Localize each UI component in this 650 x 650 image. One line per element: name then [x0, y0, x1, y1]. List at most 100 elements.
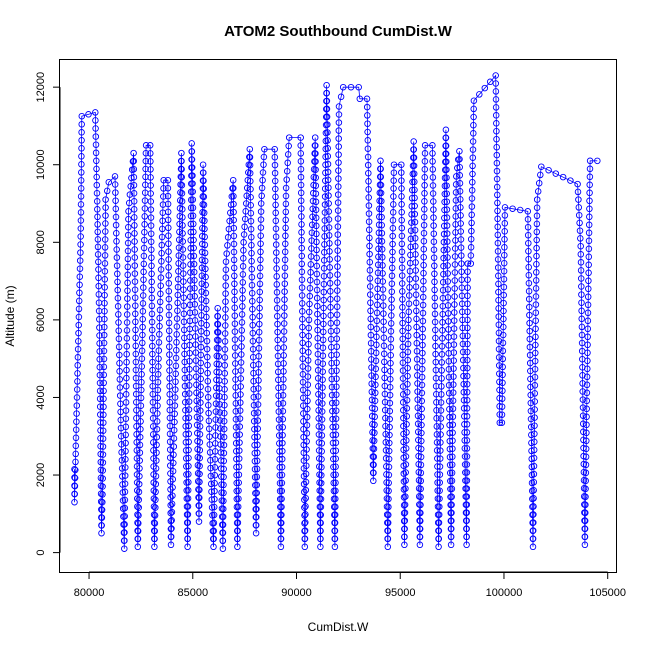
data-point — [412, 267, 419, 274]
data-point — [140, 252, 148, 260]
data-point — [366, 258, 374, 266]
data-point — [124, 247, 132, 255]
data-point — [531, 422, 538, 429]
data-point — [304, 373, 312, 380]
data-point — [526, 303, 533, 311]
data-point — [132, 390, 140, 398]
data-point — [307, 276, 314, 284]
data-point — [147, 158, 154, 165]
data-point — [528, 431, 535, 439]
data-point — [456, 180, 464, 187]
data-point — [159, 201, 167, 208]
data-point — [370, 469, 377, 477]
data-point — [221, 386, 228, 393]
data-point — [414, 412, 422, 420]
data-point — [463, 461, 471, 468]
data-point — [524, 208, 532, 215]
data-point — [204, 385, 212, 393]
data-point — [75, 337, 82, 345]
data-point — [332, 431, 340, 438]
data-point — [415, 436, 422, 444]
data-point — [152, 465, 160, 472]
data-point — [492, 88, 500, 95]
data-point — [200, 209, 208, 217]
data-point — [576, 227, 584, 234]
data-point — [457, 236, 465, 243]
data-point — [577, 275, 585, 282]
data-point — [378, 229, 386, 237]
data-point — [451, 309, 458, 316]
data-point — [301, 496, 308, 504]
data-point — [230, 216, 237, 224]
data-point — [238, 335, 245, 342]
data-point — [279, 400, 287, 407]
data-point — [198, 296, 205, 303]
data-point — [285, 134, 293, 141]
data-point — [97, 419, 104, 426]
data-point — [280, 352, 287, 359]
data-point — [178, 181, 186, 189]
data-point — [275, 408, 283, 415]
data-point — [220, 465, 227, 473]
data-point — [531, 438, 538, 446]
data-point — [495, 280, 502, 288]
data-point — [73, 418, 80, 425]
data-point — [460, 388, 468, 396]
data-point — [464, 364, 471, 372]
data-point — [197, 407, 204, 414]
data-point — [372, 357, 380, 365]
data-point — [470, 113, 477, 121]
data-point — [499, 387, 506, 395]
data-point — [257, 224, 265, 231]
data-point — [179, 222, 186, 229]
data-point — [139, 308, 147, 315]
data-point — [178, 198, 186, 205]
data-point — [493, 143, 500, 151]
data-point — [333, 303, 341, 310]
data-point — [191, 317, 199, 324]
data-point — [414, 404, 422, 411]
data-point — [75, 329, 82, 337]
data-point — [154, 386, 162, 394]
data-point — [312, 166, 319, 173]
data-point — [299, 339, 306, 347]
data-point — [182, 439, 190, 446]
data-point — [492, 112, 500, 119]
data-point — [443, 206, 451, 213]
data-point — [215, 345, 222, 352]
data-point — [584, 301, 592, 309]
data-point — [281, 248, 289, 256]
data-point — [114, 270, 121, 278]
data-point — [452, 197, 460, 204]
data-point — [399, 351, 407, 359]
data-point — [138, 355, 146, 362]
data-point — [186, 301, 194, 309]
data-point — [500, 299, 507, 307]
data-point — [421, 142, 429, 149]
data-point — [411, 235, 419, 242]
data-point — [324, 121, 331, 128]
data-point — [251, 449, 259, 457]
data-point — [234, 503, 242, 510]
data-point — [413, 307, 420, 315]
data-point — [469, 138, 477, 145]
data-point — [402, 469, 409, 476]
y-axis-label: Altitude (m) — [3, 285, 17, 346]
data-point — [317, 495, 325, 503]
data-point — [305, 308, 313, 316]
data-point — [334, 279, 341, 286]
data-point — [73, 402, 81, 409]
data-point — [331, 511, 339, 519]
data-point — [440, 222, 448, 230]
data-point — [236, 439, 243, 446]
data-point — [381, 398, 389, 406]
data-point — [142, 165, 149, 173]
data-point — [96, 340, 103, 347]
data-point — [239, 263, 247, 270]
data-point — [366, 267, 374, 274]
data-point — [416, 533, 424, 541]
data-point — [498, 411, 506, 418]
data-point — [256, 304, 263, 312]
data-point — [501, 204, 509, 211]
data-point — [101, 244, 109, 251]
